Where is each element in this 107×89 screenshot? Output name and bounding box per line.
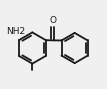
Text: NH2: NH2	[6, 27, 25, 36]
Text: O: O	[49, 16, 56, 25]
